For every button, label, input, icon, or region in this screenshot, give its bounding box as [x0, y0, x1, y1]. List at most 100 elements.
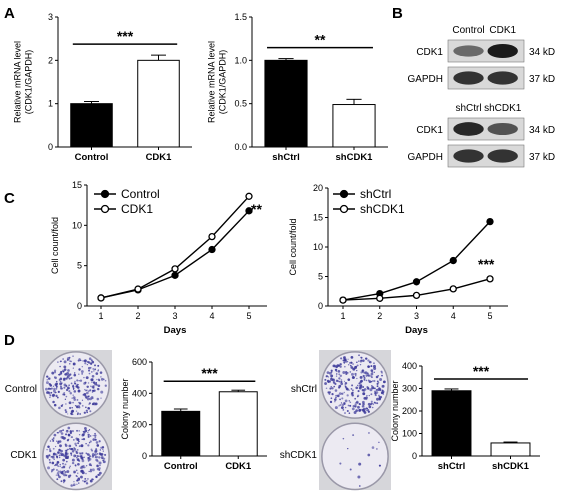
legend-label: CDK1 [121, 202, 153, 216]
colony-dot [83, 430, 86, 433]
colony-dot [375, 448, 378, 450]
colony-dot [371, 446, 375, 449]
colony-dot [64, 471, 67, 474]
y-tick-label: 20 [313, 183, 323, 193]
colony-dot [76, 398, 79, 401]
colony-dot [95, 475, 98, 478]
colony-dot [74, 382, 77, 385]
colony-dot [349, 468, 352, 471]
colony-dot [340, 357, 343, 360]
colony-dot [340, 379, 343, 381]
colony-dot [52, 447, 55, 450]
bar [161, 410, 201, 457]
colony-dot [91, 381, 93, 383]
colony-dot [94, 402, 98, 406]
significance-label: *** [473, 363, 490, 379]
colony-dot [55, 468, 58, 471]
colony-dot [84, 395, 88, 398]
colony-dot [51, 471, 53, 473]
colony-dot [67, 369, 70, 372]
colony-dot [349, 371, 352, 373]
colony-dot [362, 402, 365, 406]
colony-dot [49, 449, 52, 453]
colony-dot [344, 399, 348, 403]
colony-dot [359, 359, 363, 363]
colony-dot [373, 362, 375, 364]
colony-dot [58, 448, 61, 452]
colony-dot [368, 394, 370, 397]
colony-dot [72, 385, 75, 388]
colony-dot [363, 376, 366, 380]
colony-dot [356, 364, 359, 367]
colony-dot [62, 462, 64, 465]
colony-dot [382, 384, 385, 388]
colony-dot [86, 363, 88, 366]
y-tick-label: 15 [72, 180, 82, 190]
colony-dot [373, 367, 377, 371]
colony-dot [91, 360, 95, 364]
colony-dot [59, 463, 61, 466]
bar [137, 59, 180, 148]
colony-dot [341, 392, 344, 395]
y-tick-label: 200 [402, 406, 417, 416]
legend-label: shCDK1 [360, 202, 405, 216]
colony-dot [65, 377, 68, 380]
colony-dot [349, 404, 352, 407]
colony-dot [90, 359, 93, 362]
colony-dot [69, 406, 72, 410]
colony-dot [60, 404, 63, 407]
colony-dot [352, 390, 354, 392]
colony-dot [78, 478, 81, 481]
colony-dot [91, 374, 95, 378]
colony-dot [69, 360, 71, 362]
colony-dot [85, 482, 89, 485]
colony-dot [94, 456, 97, 459]
colony-dot [102, 450, 104, 452]
colony-dot [53, 458, 55, 460]
colony-dot [57, 361, 59, 363]
colony-dot [356, 377, 358, 380]
colony-dot [377, 382, 380, 384]
colony-dot [367, 365, 370, 369]
colony-dot [70, 447, 74, 451]
colony-dot [68, 384, 70, 387]
colony-dot [85, 472, 87, 475]
colony-dot [91, 402, 95, 406]
colony-dot [357, 384, 359, 386]
colony-dot [85, 406, 87, 409]
colony-dot [329, 387, 332, 390]
colony-dot [83, 393, 86, 396]
colony-dot [69, 363, 71, 365]
data-point [245, 192, 253, 200]
colony-dot [70, 360, 72, 363]
blot-row-label: CDK1 [416, 47, 443, 58]
colony-dot [88, 463, 92, 466]
colony-dot [363, 387, 367, 391]
colony-dot [363, 378, 366, 381]
colony-dot [51, 461, 55, 465]
colony-dot [76, 429, 78, 432]
colony-dot [89, 410, 92, 413]
chart-a-shctrl-vs-shcdk1: 0.0 0.5 1.0 1.5 shCtrl shCDK1 ** Relative mRNA … [207, 12, 388, 163]
colony-dot [376, 382, 379, 385]
petri-dish [321, 422, 389, 491]
colony-dot [97, 370, 99, 372]
chart-a-control-vs-cdk1: 0 1 2 3 Control CDK1 *** Relative mRNA level(CD… [13, 12, 192, 163]
colony-dot [71, 407, 73, 409]
blot-column-label: shCDK1 [484, 103, 522, 114]
colony-dot [343, 380, 346, 382]
blot-band [453, 149, 484, 163]
colony-dot [65, 384, 68, 387]
colony-dot [95, 381, 97, 384]
colony-dot [90, 362, 93, 365]
legend-label: Control [121, 187, 160, 201]
colony-dot [60, 370, 63, 373]
colony-dot [338, 377, 341, 380]
colony-dot [65, 403, 67, 405]
colony-dot [68, 377, 70, 380]
x-tick-label: shCtrl [272, 152, 299, 163]
y-tick-label: 400 [132, 388, 147, 398]
colony-dot [95, 441, 99, 444]
bar [70, 103, 113, 148]
colony-dot [370, 402, 373, 405]
